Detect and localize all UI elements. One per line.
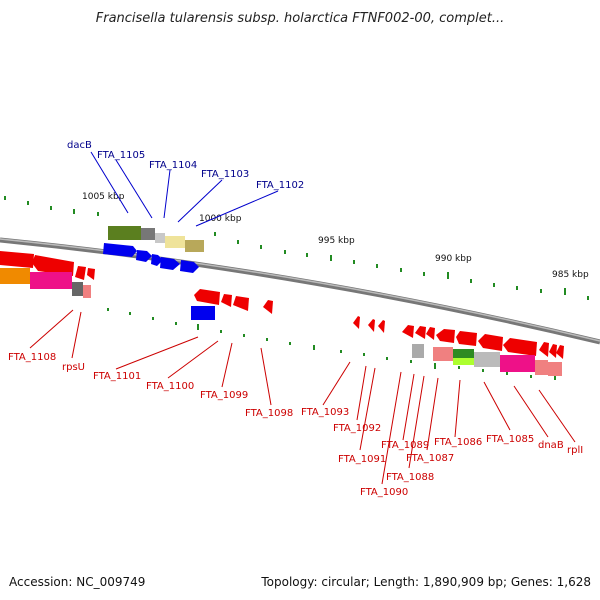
gene-label-dacb[interactable]: dacB (67, 140, 92, 151)
cog-block[interactable] (141, 228, 155, 240)
cog-block[interactable] (0, 268, 30, 284)
gene-arrow-fta1103[interactable] (160, 257, 180, 270)
right-reverse-genes (402, 325, 564, 359)
gene-arrow-fta1104[interactable] (151, 254, 163, 266)
gene-arrow-fta1099[interactable] (233, 296, 249, 311)
outer-tick-ring (4, 196, 589, 300)
gene-label-fta1098[interactable]: FTA_1098 (245, 408, 293, 419)
inner-tick-ring (107, 308, 556, 380)
gene-label-fta1093[interactable]: FTA_1093 (301, 407, 349, 418)
gene-label-fta1100[interactable]: FTA_1100 (146, 381, 194, 392)
gene-label-fta1104[interactable]: FTA_1104 (149, 160, 197, 171)
cog-block[interactable] (108, 226, 141, 240)
gene-label-fta1092[interactable]: FTA_1092 (333, 423, 381, 434)
gene-arrow-fta1093[interactable] (353, 316, 360, 329)
gene-label-dnab[interactable]: dnaB (538, 440, 564, 451)
gene-arrow-dnab[interactable] (503, 338, 537, 356)
gene-arrow-rpli-a[interactable] (539, 342, 549, 357)
gene-label-fta1105[interactable]: FTA_1105 (97, 150, 145, 161)
gene-arrow-fta1100[interactable] (221, 294, 232, 307)
cog-block[interactable] (433, 347, 453, 361)
gene-arrow-fta1102[interactable] (180, 260, 199, 273)
bottom-leader-lines (29, 309, 576, 485)
gene-label-fta1103[interactable]: FTA_1103 (201, 169, 249, 180)
forward-gene-track (103, 243, 215, 320)
genome-summary-text: Topology: circular; Length: 1,890,909 bp… (260, 575, 591, 589)
cog-block[interactable] (548, 362, 562, 376)
gene-label-fta1091[interactable]: FTA_1091 (338, 454, 386, 465)
cog-block[interactable] (185, 240, 204, 252)
gene-label-fta1102[interactable]: FTA_1102 (256, 180, 304, 191)
genome-backbone-highlight (0, 238, 600, 342)
cog-block[interactable] (412, 344, 424, 358)
gene-arrow-left-2[interactable] (32, 255, 74, 276)
gene-arrow-fta1098[interactable] (263, 300, 273, 314)
gene-label-fta1087[interactable]: FTA_1087 (406, 453, 454, 464)
gene-label-fta1085[interactable]: FTA_1085 (486, 434, 534, 445)
cog-block[interactable] (500, 355, 535, 372)
gene-arrow-fta1087[interactable] (436, 329, 455, 343)
cog-block[interactable] (30, 272, 72, 289)
cog-block[interactable] (453, 349, 474, 358)
gene-label-fta1108[interactable]: FTA_1108 (8, 352, 56, 363)
gene-label-fta1088[interactable]: FTA_1088 (386, 472, 434, 483)
gene-arrow-fta1089[interactable] (415, 326, 426, 339)
bottom-gene-labels: FTA_1108 rpsU FTA_1101 FTA_1100 FTA_1099… (8, 352, 583, 498)
accession-text: Accession: NC_009749 (9, 575, 145, 589)
scale-label-985: 985 kbp (552, 270, 589, 280)
genome-backbone[interactable] (0, 237, 600, 345)
gene-label-rpsu[interactable]: rpsU (62, 362, 85, 373)
top-gene-labels: dacB FTA_1105 FTA_1104 FTA_1103 FTA_1102 (67, 140, 304, 191)
gene-arrow-left-4[interactable] (87, 268, 95, 280)
left-reverse-genes (0, 251, 95, 280)
cog-block[interactable] (165, 236, 185, 248)
gene-arrow-fta1105[interactable] (136, 250, 152, 262)
gene-arrow-fta1101[interactable] (194, 289, 220, 305)
map-title: Francisella tularensis subsp. holarctica… (96, 11, 505, 26)
cog-block[interactable] (72, 282, 83, 296)
gene-arrow-fta1086[interactable] (456, 331, 477, 346)
scale-label-995: 995 kbp (318, 236, 355, 246)
gene-arrow-fta1092[interactable] (368, 319, 375, 332)
cog-track-top (108, 226, 204, 252)
gene-label-fta1101[interactable]: FTA_1101 (93, 371, 141, 382)
gene-arrow-left-3[interactable] (75, 266, 86, 280)
gene-label-fta1099[interactable]: FTA_1099 (200, 390, 248, 401)
gene-arrow-rpli-b[interactable] (549, 344, 557, 358)
scale-label-1005: 1005 kbp (82, 192, 125, 202)
gene-arrow-rpli-c[interactable] (556, 345, 564, 359)
cog-track-left (0, 268, 91, 298)
scale-label-1000: 1000 kbp (199, 214, 242, 224)
gene-arrow-dacb[interactable] (103, 243, 137, 257)
top-leader-lines (90, 151, 279, 227)
cog-track-right (412, 344, 562, 376)
gene-arrow-fta1091[interactable] (378, 320, 385, 333)
gene-label-fta1090[interactable]: FTA_1090 (360, 487, 408, 498)
gene-arrow-left-1[interactable] (0, 251, 34, 268)
middle-reverse-genes (194, 289, 385, 333)
cog-block[interactable] (83, 285, 91, 298)
gene-label-rpli[interactable]: rplI (567, 445, 583, 456)
gene-arrow-fta1088[interactable] (426, 327, 435, 340)
cog-block[interactable] (453, 358, 474, 365)
gene-label-fta1086[interactable]: FTA_1086 (434, 437, 482, 448)
gene-arrow-fta1090[interactable] (402, 325, 414, 338)
gene-block-fta1101-blue[interactable] (191, 306, 215, 320)
cog-block[interactable] (474, 352, 500, 367)
gene-label-fta1089[interactable]: FTA_1089 (381, 440, 429, 451)
cog-block[interactable] (535, 360, 548, 375)
scale-label-990: 990 kbp (435, 254, 472, 264)
gene-arrow-fta1085[interactable] (478, 334, 503, 351)
cog-block[interactable] (155, 233, 165, 243)
